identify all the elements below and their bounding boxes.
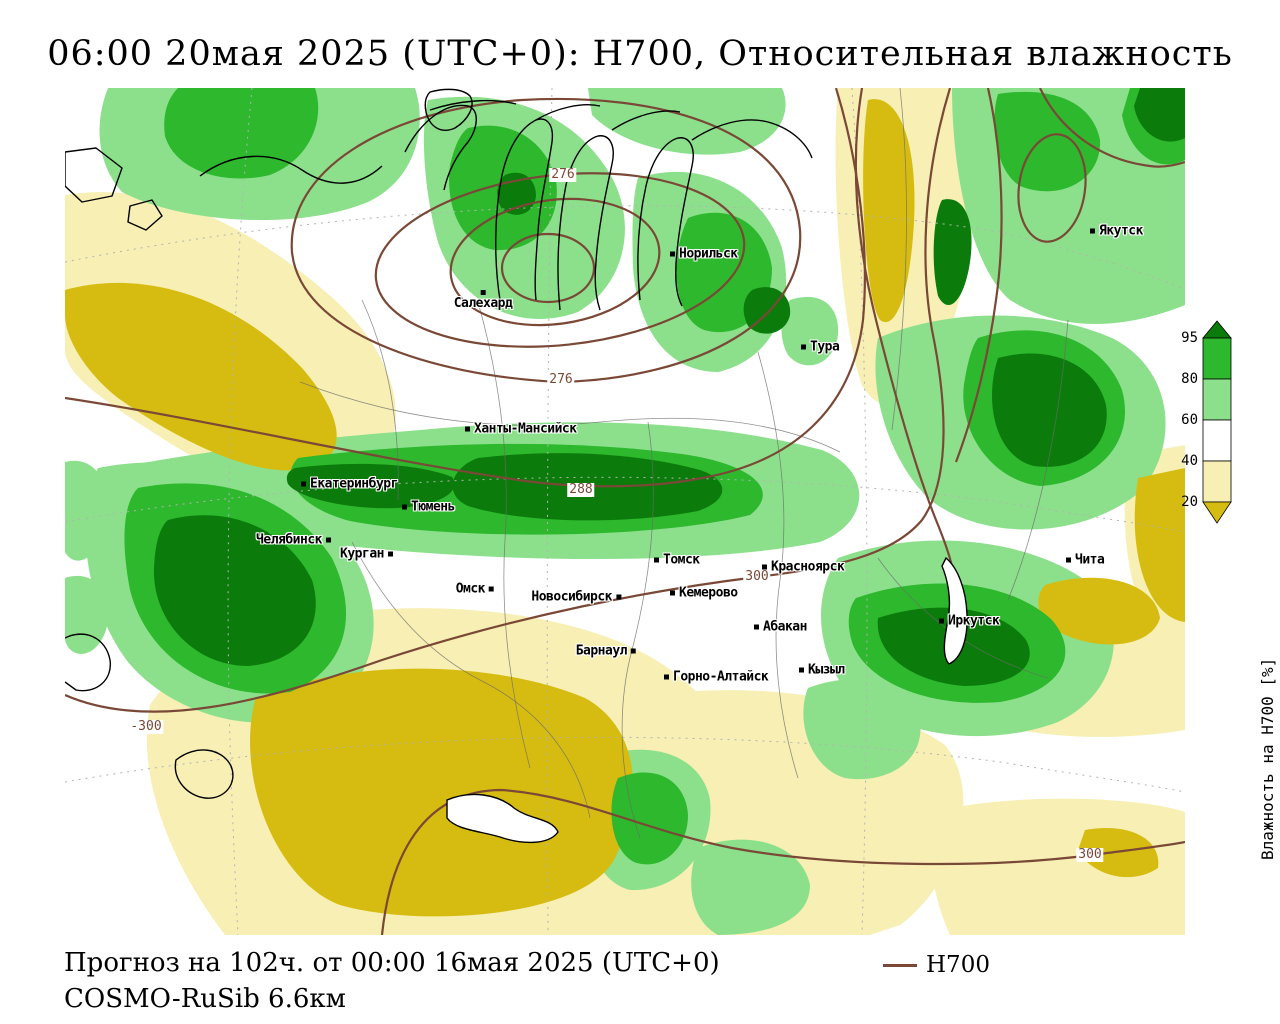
city-marker: Челябинск <box>256 533 331 548</box>
city-dot <box>801 344 806 350</box>
humidity-colorbar: 95 80 60 40 20 Влажность на H700 [%] <box>1162 320 1280 860</box>
city-dot <box>1066 557 1071 563</box>
city-marker: Тура <box>801 339 840 355</box>
city-dot <box>1090 228 1095 234</box>
city-dot <box>754 624 759 630</box>
city-marker: Ханты-Мансийск <box>465 422 577 437</box>
model-info: COSMO-RuSib 6.6км <box>64 984 346 1014</box>
colorbar-band <box>1202 378 1232 421</box>
city-label: Кызыл <box>808 662 845 678</box>
colorbar-tick: 40 <box>1181 453 1198 469</box>
city-label: Курган <box>340 546 384 562</box>
mustard-shading-layer <box>65 99 1185 917</box>
colorbar-title: Влажность на H700 [%] <box>1258 657 1277 860</box>
h700-legend: H700 <box>883 952 990 978</box>
contour-label: 276 <box>549 167 577 182</box>
city-label: Челябинск <box>256 532 322 548</box>
lake-zaysan <box>446 793 559 844</box>
city-marker: Иркутск <box>939 613 1000 629</box>
city-label: Тура <box>810 339 840 355</box>
city-dot <box>670 590 675 596</box>
city-marker: Якутск <box>1090 224 1143 239</box>
city-label: Красноярск <box>771 559 845 575</box>
city-dot <box>616 594 621 600</box>
forecast-info: Прогноз на 102ч. от 00:00 16мая 2025 (UT… <box>64 948 720 978</box>
city-label: Екатеринбург <box>310 476 398 492</box>
city-label: Иркутск <box>948 613 1000 629</box>
colorbar-tick: 60 <box>1181 412 1198 428</box>
city-marker: Новосибирск <box>531 590 621 605</box>
city-label: Ханты-Мансийск <box>474 421 577 437</box>
city-label: Горно-Алтайск <box>673 669 769 685</box>
city-dot <box>326 537 331 543</box>
city-dot <box>489 586 494 592</box>
colorbar-band <box>1202 460 1232 503</box>
contour-label: -300 <box>128 719 164 734</box>
city-label: Барнаул <box>575 643 628 659</box>
city-label: Чита <box>1075 552 1105 568</box>
coastline-layer <box>65 88 968 844</box>
colorbar-scale <box>1202 320 1232 524</box>
colorbar-band <box>1202 419 1232 462</box>
city-marker: Курган <box>340 547 393 562</box>
city-dot <box>670 251 675 257</box>
city-marker: Салехард <box>454 290 513 311</box>
city-dot <box>654 557 659 563</box>
city-label: Якутск <box>1099 223 1143 239</box>
city-marker: Томск <box>654 553 700 568</box>
contour-label: 300 <box>1076 847 1104 862</box>
city-marker: Чита <box>1066 552 1105 568</box>
colorbar-tick: 20 <box>1181 494 1198 510</box>
colorbar-tick: 80 <box>1181 371 1198 387</box>
city-label: Кемерово <box>679 585 738 601</box>
dark-green-shading-layer <box>153 88 1185 686</box>
city-label: Тюмень <box>411 499 455 515</box>
graticule-layer <box>65 88 1185 935</box>
city-marker: Тюмень <box>402 500 455 515</box>
city-dot <box>799 667 804 673</box>
city-label: Салехард <box>453 296 513 311</box>
city-dot <box>939 618 944 624</box>
h700-contour-layer <box>65 88 1185 935</box>
city-label: Абакан <box>763 619 807 635</box>
city-marker: Кемерово <box>670 586 738 601</box>
contour-label: 288 <box>567 482 595 497</box>
colorbar-band <box>1202 501 1232 524</box>
city-marker: Кызыл <box>799 663 845 678</box>
colorbar-band <box>1202 337 1232 380</box>
city-dot <box>465 426 470 432</box>
h700-line-swatch <box>883 963 917 967</box>
city-dot <box>664 674 669 680</box>
city-marker: Екатеринбург <box>301 477 398 492</box>
city-dot <box>301 481 306 487</box>
city-dot <box>631 648 636 654</box>
contour-label: 276 <box>547 372 575 387</box>
city-dot <box>480 290 486 295</box>
city-label: Новосибирск <box>531 589 612 605</box>
city-dot <box>402 504 407 510</box>
lake-baikal <box>941 556 968 665</box>
city-label: Томск <box>663 552 700 568</box>
city-dot <box>388 551 393 557</box>
colorbar-band <box>1202 320 1232 339</box>
contour-label: 300 <box>743 569 771 584</box>
city-dot <box>762 564 767 570</box>
city-marker: Абакан <box>754 620 807 635</box>
colorbar-tick: 95 <box>1181 330 1198 346</box>
city-marker: Барнаул <box>576 644 636 659</box>
city-label: Омск <box>455 581 486 597</box>
city-marker: Горно-Алтайск <box>664 669 769 685</box>
city-marker: Норильск <box>670 247 738 262</box>
city-marker: Омск <box>456 582 494 597</box>
city-label: Норильск <box>679 246 738 262</box>
map-title: 06:00 20мая 2025 (UTC+0): H700, Относите… <box>47 34 1233 74</box>
city-marker: Красноярск <box>762 559 845 575</box>
legend-label: H700 <box>926 952 990 978</box>
